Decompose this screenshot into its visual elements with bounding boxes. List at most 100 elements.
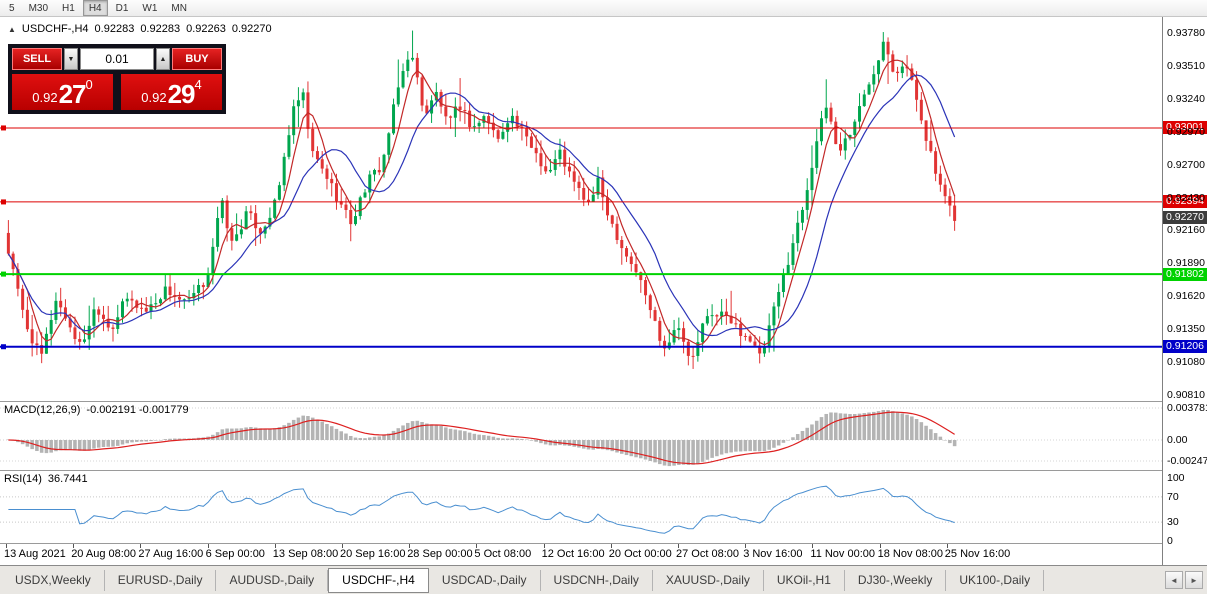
timeframe-button-d1[interactable]: D1 xyxy=(115,2,129,14)
tab-usdx-weekly[interactable]: USDX,Weekly xyxy=(2,569,105,591)
timeframe-toolbar: 5 M30 H1 H4 D1 W1 MN xyxy=(0,0,1207,17)
tab-ukoil-h1[interactable]: UKOil-,H1 xyxy=(764,569,845,591)
tab-scroll-left-icon[interactable]: ◄ xyxy=(1165,571,1183,589)
price-axis-label: 0.91620 xyxy=(1167,290,1205,303)
current-price-badge: 0.92270 xyxy=(1163,210,1207,224)
time-axis-label: 13 Aug 2021 xyxy=(4,548,66,560)
sell-price-big-figure: 0.92 xyxy=(32,90,58,105)
price-axis-label: 0.93780 xyxy=(1167,27,1205,39)
rsi-chart[interactable] xyxy=(0,471,1162,543)
time-axis-label: 6 Sep 00:00 xyxy=(205,548,265,560)
price-axis-label: 0.93240 xyxy=(1167,92,1205,105)
timeframe-button-5[interactable]: 5 xyxy=(9,2,15,14)
time-axis-tick xyxy=(73,544,75,548)
time-axis: 13 Aug 2021 20 Aug 08:00 27 Aug 16:00 6 Sep… xyxy=(0,544,1162,565)
ohlc-high: 0.92283 xyxy=(140,23,181,35)
tab-uk100-daily[interactable]: UK100-,Daily xyxy=(946,569,1045,591)
rsi-name: RSI(14) xyxy=(4,473,42,485)
timeframe-button-m30[interactable]: M30 xyxy=(28,2,49,14)
buy-price-pips: 29 xyxy=(167,79,196,109)
sell-price-display[interactable]: 0.92 27 0 xyxy=(12,74,113,110)
time-axis-label: 13 Sep 08:00 xyxy=(272,548,339,560)
time-axis-label: 12 Oct 16:00 xyxy=(541,548,605,560)
time-axis-tick xyxy=(140,544,142,548)
rsi-axis-label: 70 xyxy=(1167,490,1179,503)
rsi-axis-label: 100 xyxy=(1167,472,1185,484)
time-axis-tick xyxy=(342,544,343,548)
level-anchor-marker xyxy=(1,344,6,350)
tab-usdcnh-daily[interactable]: USDCNH-,Daily xyxy=(541,569,653,591)
chart-window: ▲ USDCHF-,H4 0.92283 0.92283 0.92263 0.9… xyxy=(0,17,1207,565)
volume-input[interactable]: 0.01 xyxy=(80,48,154,70)
volume-decrease-button[interactable]: ▼ xyxy=(64,48,78,70)
time-axis-tick xyxy=(812,544,814,548)
price-axis-label: 0.90810 xyxy=(1167,389,1205,401)
time-axis-tick xyxy=(274,544,276,548)
macd-axis-label: 0.00 xyxy=(1167,434,1188,446)
volume-increase-button[interactable]: ▲ xyxy=(156,48,170,70)
rsi-title: RSI(14) 36.7441 xyxy=(4,473,88,485)
candlestick-chart[interactable] xyxy=(0,17,1162,401)
time-axis-label: 28 Sep 00:00 xyxy=(407,548,473,560)
time-axis-tick xyxy=(946,544,948,548)
tab-scroll-right-icon[interactable]: ► xyxy=(1185,571,1203,589)
price-axis-label: 0.91350 xyxy=(1167,323,1205,336)
buy-price-pipette: 4 xyxy=(194,77,202,92)
price-axis-label: 0.91890 xyxy=(1167,257,1205,270)
chart-symbol-label: USDCHF-,H4 xyxy=(21,23,89,35)
timeframe-button-h1[interactable]: H1 xyxy=(62,2,75,14)
timeframe-button-w1[interactable]: W1 xyxy=(142,2,158,14)
rsi-value: 36.7441 xyxy=(47,473,88,485)
ohlc-close: 0.92270 xyxy=(231,23,272,35)
sell-price-pips: 27 xyxy=(58,79,87,109)
chart-tab-bar: USDX,Weekly EURUSD-,Daily AUDUSD-,Daily USD… xyxy=(0,565,1207,594)
buy-price-display[interactable]: 0.92 29 4 xyxy=(121,74,222,110)
tab-usdcad-daily[interactable]: USDCAD-,Daily xyxy=(429,569,541,591)
price-level-badge: 0.91206 xyxy=(1163,340,1207,354)
rsi-indicator-panel[interactable]: RSI(14) 36.7441 xyxy=(0,471,1162,543)
timeframe-button-h4[interactable]: H4 xyxy=(82,0,108,16)
price-axis-label: 0.92970 xyxy=(1167,125,1205,138)
level-anchor-marker xyxy=(1,271,6,277)
price-level-badge: 0.91802 xyxy=(1163,267,1207,281)
ohlc-open: 0.92283 xyxy=(94,23,135,35)
time-axis-tick xyxy=(610,544,612,548)
tab-audusd-daily[interactable]: AUDUSD-,Daily xyxy=(216,569,329,591)
panel-divider[interactable] xyxy=(0,401,1207,402)
chart-ohlc-header: ▲ USDCHF-,H4 0.92283 0.92283 0.92263 0.9… xyxy=(8,23,272,35)
time-axis-tick xyxy=(207,544,209,548)
one-click-trade-panel: SELL ▼ 0.01 ▲ BUY 0.92 27 0 0.92 29 4 xyxy=(8,44,226,114)
tab-xauusd-daily[interactable]: XAUUSD-,Daily xyxy=(653,569,764,591)
timeframe-button-mn[interactable]: MN xyxy=(171,2,187,14)
buy-button[interactable]: BUY xyxy=(172,48,222,70)
time-axis-label: 5 Oct 08:00 xyxy=(474,548,532,560)
sell-button[interactable]: SELL xyxy=(12,48,62,70)
price-axis: 0.93001 0.92394 0.91802 0.91206 0.92270 0.937… xyxy=(1162,17,1207,565)
rsi-axis-label: 30 xyxy=(1167,516,1179,529)
time-axis-label: 27 Aug 16:00 xyxy=(138,548,204,560)
macd-title: MACD(12,26,9) -0.002191 -0.001779 xyxy=(4,404,189,416)
time-axis-label: 20 Aug 08:00 xyxy=(71,548,137,560)
time-axis-tick xyxy=(678,544,679,548)
panel-divider xyxy=(0,543,1207,544)
time-axis-tick xyxy=(409,544,411,548)
time-axis-label: 27 Oct 08:00 xyxy=(676,548,739,560)
time-axis-label: 11 Nov 00:00 xyxy=(810,548,876,560)
macd-values: -0.002191 -0.001779 xyxy=(86,404,189,416)
tab-dj30-weekly[interactable]: DJ30-,Weekly xyxy=(845,569,947,591)
tab-eurusd-daily[interactable]: EURUSD-,Daily xyxy=(105,569,217,591)
time-axis-label: 20 Oct 00:00 xyxy=(608,548,672,560)
macd-name: MACD(12,26,9) xyxy=(4,404,81,416)
price-axis-label: 0.92160 xyxy=(1167,224,1205,237)
price-axis-label: 0.93510 xyxy=(1167,59,1205,72)
time-axis-label: 18 Nov 08:00 xyxy=(877,548,944,560)
time-axis-tick xyxy=(476,544,478,548)
ohlc-low: 0.92263 xyxy=(186,23,226,35)
macd-chart[interactable] xyxy=(0,402,1162,470)
time-axis-tick xyxy=(879,544,881,548)
tab-usdchf-h4[interactable]: USDCHF-,H4 xyxy=(328,567,429,593)
macd-indicator-panel[interactable]: MACD(12,26,9) -0.002191 -0.001779 xyxy=(0,402,1162,470)
time-axis-label: 3 Nov 16:00 xyxy=(743,548,803,560)
panel-divider[interactable] xyxy=(0,470,1207,471)
price-chart-panel[interactable]: ▲ USDCHF-,H4 0.92283 0.92283 0.92263 0.9… xyxy=(0,17,1162,401)
